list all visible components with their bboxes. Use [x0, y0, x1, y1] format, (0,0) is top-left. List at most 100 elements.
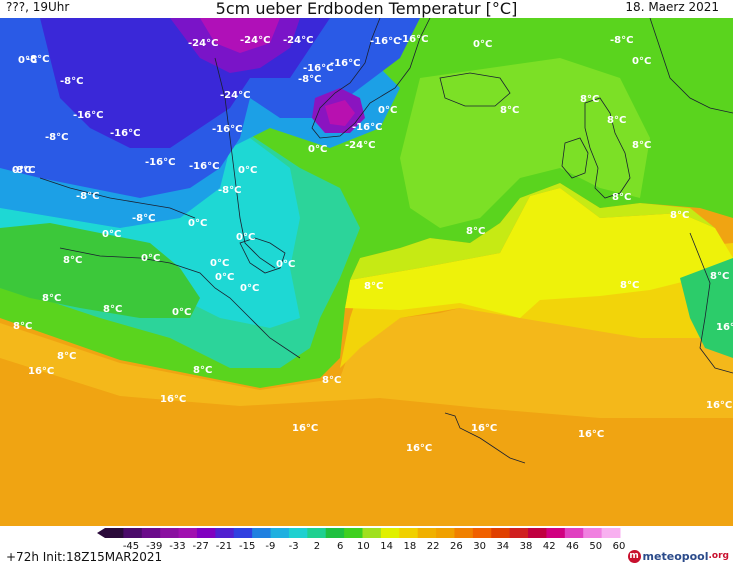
color-scale-tick-label: -21 — [216, 541, 232, 550]
temperature-map: -24°C -24°C -24°C -16°C-16°C 0°C-8°C-8°C0°C-… — [0, 18, 733, 526]
color-scale-swatch — [233, 528, 253, 538]
gulf-stlawrence-coast — [59, 247, 301, 359]
color-scale-tick-label: 2 — [314, 541, 320, 550]
temperature-label: -8°C — [298, 74, 321, 85]
color-scale-swatch — [344, 528, 363, 538]
color-scale-swatch — [160, 528, 180, 538]
color-scale-swatch — [528, 528, 547, 538]
temperature-label: 0°C — [215, 272, 234, 283]
temperature-label: 0°C — [210, 258, 229, 269]
color-scale-bar: -45 -39 -33 -27 -21 -15 -9 -3 2 6 10 14 18 22 26 30 34 38… — [97, 528, 625, 550]
temperature-label: -8°C — [76, 191, 99, 202]
iceland-coast — [439, 72, 511, 107]
temperature-label: 0°C — [276, 259, 295, 270]
color-scale-tick-label: 42 — [543, 541, 556, 550]
temperature-label: -16°C — [110, 128, 140, 139]
temperature-label: 8°C — [466, 226, 485, 237]
color-scale-swatch — [196, 528, 216, 538]
color-scale-tick-label: -33 — [169, 541, 185, 550]
coastlines — [39, 18, 733, 464]
temperature-label: 0°C — [12, 165, 31, 176]
temperature-label: 8°C — [63, 255, 82, 266]
temperature-label: 8°C — [500, 105, 519, 116]
temperature-label: 8°C — [580, 94, 599, 105]
temperature-label: 0°C — [632, 56, 651, 67]
temperature-label: -8°C — [60, 76, 83, 87]
temperature-label: -16°C — [352, 122, 382, 133]
color-scale-swatch — [399, 528, 419, 538]
temperature-label: 8°C — [42, 293, 61, 304]
field-yellow — [345, 188, 733, 318]
valid-time-label: ???, 19Uhr — [6, 0, 70, 14]
color-scale-swatch — [307, 528, 327, 538]
greenland-coast — [311, 18, 431, 139]
temperature-label: 0°C — [378, 105, 397, 116]
color-scale-swatch — [509, 528, 529, 538]
map-footer: -45 -39 -33 -27 -21 -15 -9 -3 2 6 10 14 18 22 26 30 34 38… — [0, 526, 733, 566]
temperature-label: -24°C — [220, 90, 250, 101]
temperature-label: 8°C — [103, 304, 122, 315]
color-scale-swatch — [178, 528, 198, 538]
temperature-label: -24°C — [240, 35, 270, 46]
temperature-label: -16°C — [189, 161, 219, 172]
temperature-label: 16°C — [406, 443, 432, 454]
temperature-label: -8°C — [26, 54, 49, 65]
color-scale-swatch — [564, 528, 584, 538]
temperature-label: 16°C — [160, 394, 186, 405]
temperature-label: 0°C — [238, 165, 257, 176]
color-scale-tick-label: 18 — [403, 541, 416, 550]
temperature-label: 16°C — [292, 423, 318, 434]
color-scale-swatch — [380, 528, 400, 538]
temperature-label: 16°C — [28, 366, 54, 377]
temperature-label: -16°C — [145, 157, 175, 168]
color-scale-swatch — [252, 528, 272, 538]
iberia-coast — [689, 232, 733, 374]
color-scale-swatch — [105, 528, 124, 538]
temperature-label: -8°C — [12, 165, 35, 176]
color-scale-swatch — [491, 528, 511, 538]
temperature-label: -8°C — [45, 132, 68, 143]
temperature-label: 0°C — [18, 55, 37, 66]
temperature-label: 0°C — [102, 229, 121, 240]
scandinavia-coast — [649, 18, 733, 114]
color-scale-tick-label: 14 — [380, 541, 393, 550]
temperature-label: 0°C — [141, 253, 160, 264]
map-header: ???, 19Uhr 5cm ueber Erdboden Temperatur… — [0, 0, 733, 18]
azores-islands — [444, 412, 526, 464]
temperature-label: -24°C — [283, 35, 313, 46]
ireland-coast — [561, 137, 589, 179]
map-title: 5cm ueber Erdboden Temperatur [°C] — [215, 0, 518, 18]
color-scale-tick-label: 26 — [450, 541, 463, 550]
temperature-label: 0°C — [172, 307, 191, 318]
temperature-label: 0°C — [188, 218, 207, 229]
temperature-labels: -24°C -24°C -24°C -16°C-16°C 0°C-8°C-8°C0°C-… — [12, 34, 733, 454]
temperature-label: 8°C — [620, 280, 639, 291]
color-scale-tick-label: 50 — [589, 541, 602, 550]
color-scale-cap — [97, 528, 105, 538]
meteopool-logo-icon: m — [627, 549, 641, 563]
color-scale-swatch — [215, 528, 235, 538]
forecast-date: 18. Maerz 2021 — [625, 0, 719, 14]
temperature-label: 0°C — [473, 39, 492, 50]
color-scale-tick-label: 46 — [566, 541, 579, 550]
temperature-label: 0°C — [236, 232, 255, 243]
color-scale-tick-label: 38 — [520, 541, 533, 550]
temperature-label: -16°C — [330, 58, 360, 69]
color-scale-tick-label: 6 — [337, 541, 343, 550]
color-scale-swatches — [97, 528, 621, 538]
newfoundland-coast — [239, 237, 286, 274]
field-greenland-south-core — [325, 100, 355, 126]
color-scale-swatch — [362, 528, 382, 538]
temperature-label: -16°C — [398, 34, 428, 45]
britain-coast — [584, 97, 631, 199]
color-scale-swatch — [583, 528, 603, 538]
temperature-label: 16°C — [706, 400, 732, 411]
color-scale-swatch — [417, 528, 437, 538]
field-west-green — [0, 223, 200, 318]
temperature-label: 16°C — [716, 322, 733, 333]
color-scale-tick-label: -39 — [146, 541, 162, 550]
color-scale-tick-label: 22 — [427, 541, 440, 550]
logo-text: meteopool — [642, 549, 709, 563]
color-scale-swatch — [123, 528, 143, 538]
model-run-info: +72h Init:18Z15MAR2021 — [6, 550, 163, 564]
